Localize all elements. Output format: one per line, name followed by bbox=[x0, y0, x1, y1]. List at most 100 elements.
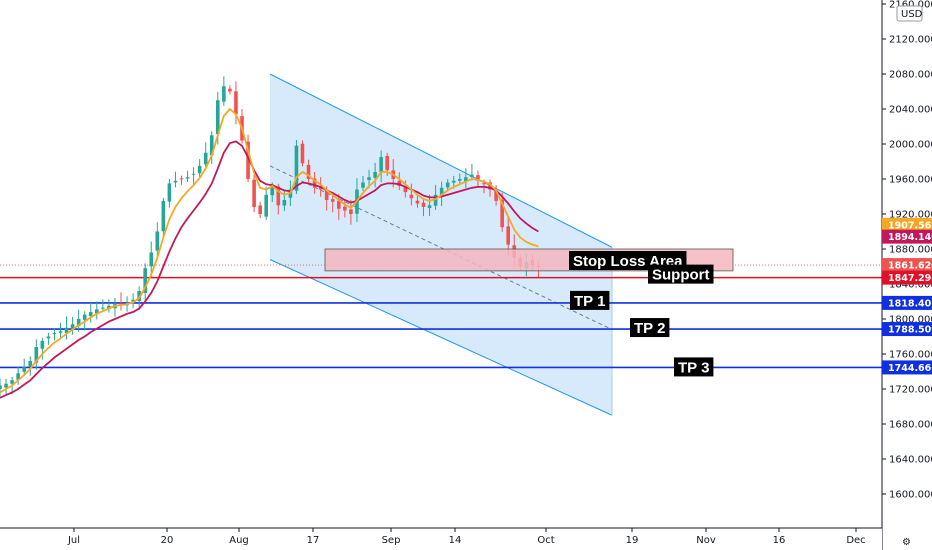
candle-body bbox=[173, 180, 178, 183]
price-tag[interactable]: 1847.298 bbox=[882, 270, 932, 285]
time-axis-bg bbox=[0, 528, 882, 550]
candle-body bbox=[46, 336, 51, 339]
price-tag[interactable]: 1894.140 bbox=[882, 229, 932, 244]
candle-body bbox=[367, 177, 371, 181]
candle-body bbox=[76, 319, 81, 327]
candle-body bbox=[0, 385, 2, 389]
candle-body bbox=[234, 91, 238, 115]
candle-body bbox=[52, 333, 57, 335]
price-tag-label: 1788.509 bbox=[888, 325, 932, 336]
price-tag-bg bbox=[882, 295, 932, 310]
candle-body bbox=[349, 209, 353, 214]
candle-body bbox=[22, 367, 26, 372]
price-tag-bg bbox=[882, 229, 932, 244]
price-tag-bg bbox=[882, 258, 932, 273]
candle-body bbox=[70, 324, 75, 330]
price-tick-label: 1960.000 bbox=[889, 175, 932, 186]
candle-body bbox=[185, 177, 190, 179]
candle-body bbox=[337, 200, 341, 209]
candle-body bbox=[107, 305, 111, 310]
candle-body bbox=[16, 373, 20, 380]
time-tick-label: Aug bbox=[229, 535, 249, 546]
price-tag-bg bbox=[882, 322, 932, 337]
candle-body bbox=[500, 199, 504, 228]
price-tick-label: 1760.000 bbox=[889, 350, 932, 361]
time-tick-label: 20 bbox=[161, 535, 174, 546]
candle-body bbox=[451, 180, 456, 183]
candle-body bbox=[385, 155, 389, 171]
tp1-label[interactable]: TP 1 bbox=[570, 290, 610, 310]
candle-body bbox=[312, 178, 317, 188]
candle-body bbox=[216, 100, 220, 135]
price-tick-label: 1600.000 bbox=[889, 490, 932, 501]
price-tag[interactable]: 1861.620 bbox=[882, 258, 932, 273]
time-tick-label: Nov bbox=[696, 535, 716, 546]
candle-body bbox=[167, 183, 172, 202]
price-tag-label: 1744.666 bbox=[888, 363, 932, 374]
tp3-label[interactable]: TP 3 bbox=[674, 357, 714, 377]
candle-body bbox=[4, 383, 8, 388]
candle-body bbox=[95, 309, 99, 314]
candle-body bbox=[343, 206, 347, 211]
tp2-label[interactable]: TP 2 bbox=[630, 318, 670, 338]
support-label[interactable]: Support bbox=[648, 264, 714, 284]
ema-slow-line bbox=[0, 140, 539, 399]
support-label-box bbox=[648, 264, 714, 284]
candle-body bbox=[458, 179, 462, 181]
candle-body bbox=[506, 226, 510, 245]
candle-body bbox=[82, 314, 87, 320]
currency-button[interactable] bbox=[896, 5, 923, 22]
price-axis[interactable]: 2160.000 2120.000 2080.000 2040.000 2000.000… bbox=[881, 0, 932, 550]
candle-body bbox=[228, 88, 232, 92]
candle-body bbox=[34, 347, 39, 363]
time-tick-label: Dec bbox=[846, 535, 865, 546]
channel-upper-line[interactable] bbox=[269, 73, 613, 248]
channel-lower-line[interactable] bbox=[269, 259, 613, 416]
candle-body bbox=[330, 199, 335, 202]
time-tick-label: 17 bbox=[307, 535, 320, 546]
candle-body bbox=[324, 189, 329, 200]
candle-body bbox=[258, 205, 262, 214]
price-tick-label: 1880.000 bbox=[889, 245, 932, 256]
time-tick-label: Oct bbox=[537, 535, 554, 546]
price-tag-label: 1847.298 bbox=[888, 273, 932, 284]
candle-body bbox=[373, 172, 377, 178]
price-tick-label: 2080.000 bbox=[889, 70, 932, 81]
candle-body bbox=[191, 173, 196, 175]
price-tick-label: 2000.000 bbox=[889, 140, 932, 151]
tp3-label-box bbox=[674, 357, 714, 377]
candle-body bbox=[439, 187, 444, 196]
price-tick-label: 1840.000 bbox=[889, 280, 932, 291]
tp3-label-text: TP 3 bbox=[678, 359, 709, 376]
price-tag[interactable]: 1788.509 bbox=[882, 322, 932, 337]
candle-body bbox=[282, 200, 287, 206]
price-tag[interactable]: 1818.402 bbox=[882, 295, 932, 310]
time-tick-label: Sep bbox=[382, 535, 401, 546]
candle-body bbox=[488, 182, 492, 190]
candle-body bbox=[421, 202, 426, 207]
candle-body bbox=[143, 268, 147, 293]
candle-body bbox=[137, 291, 141, 301]
candle-body bbox=[433, 194, 438, 206]
candle-body bbox=[470, 174, 474, 177]
time-axis[interactable]: Jul 20 Aug 17 Sep 14 Oct 19 Nov 16 Dec ⚙ bbox=[0, 527, 911, 550]
candle-body bbox=[464, 177, 468, 182]
candle-body bbox=[403, 187, 408, 193]
candle-body bbox=[409, 194, 414, 199]
price-tag[interactable]: 1744.666 bbox=[882, 360, 932, 375]
price-tag-bg bbox=[882, 217, 932, 232]
candle-body bbox=[252, 179, 256, 207]
price-tick-label: 1800.000 bbox=[889, 315, 932, 326]
candle-body bbox=[101, 307, 105, 309]
candle-body bbox=[415, 200, 420, 204]
settings-gear-icon[interactable]: ⚙ bbox=[902, 537, 911, 548]
price-tick-label: 2160.000 bbox=[889, 0, 932, 11]
price-tag[interactable]: 1907.565 bbox=[882, 217, 932, 232]
candle-body bbox=[155, 231, 160, 251]
price-tag-label: 1907.565 bbox=[888, 220, 932, 231]
time-tick-label: 19 bbox=[626, 535, 639, 546]
candle-body bbox=[203, 152, 208, 165]
tp1-label-box bbox=[570, 290, 610, 310]
